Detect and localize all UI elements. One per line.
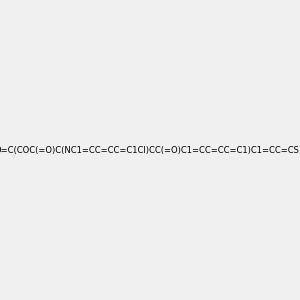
Text: O=C(COC(=O)C(NC1=CC=CC=C1Cl)CC(=O)C1=CC=CC=C1)C1=CC=CS1: O=C(COC(=O)C(NC1=CC=CC=C1Cl)CC(=O)C1=CC=… [0,146,300,154]
